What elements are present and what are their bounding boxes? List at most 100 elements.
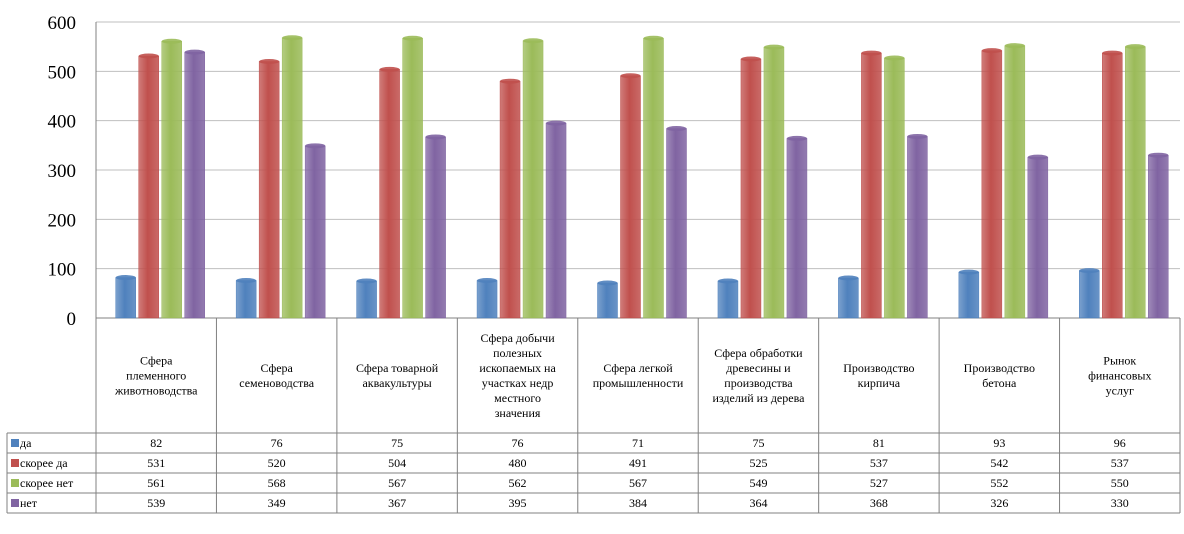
bar-1-7: [838, 277, 859, 319]
table-cell-value: 549: [749, 476, 767, 490]
category-label: Сфера легкой промышленности: [593, 361, 684, 390]
bar-cap: [477, 278, 498, 284]
table-cell-value: 349: [268, 496, 286, 510]
bar-3-5: [643, 38, 664, 319]
table-cell-value: 527: [870, 476, 888, 490]
y-tick-label: 400: [48, 112, 77, 133]
bar-3-8: [1004, 45, 1026, 319]
table-cell-value: 567: [629, 476, 647, 490]
bar-cap: [643, 35, 664, 41]
bar-4-1: [184, 51, 205, 319]
table-cell-value: 75: [752, 436, 764, 450]
data-table: Сфера племенного животноводства Сфера семено…: [6, 318, 1181, 514]
category-label: Сфера добычи полезных ископаемых на участка…: [479, 331, 556, 420]
category-label: Рынок финансовых услуг: [1088, 354, 1151, 398]
bar-cap: [282, 35, 303, 41]
bar-cap: [786, 135, 807, 141]
table-cell-value: 368: [870, 496, 888, 510]
bar-2-9: [1102, 52, 1123, 319]
bar-4-5: [666, 128, 687, 319]
bar-cap: [259, 58, 280, 64]
bar-4-4: [545, 122, 567, 319]
table-cell-value: 76: [512, 436, 524, 450]
bar-cap: [884, 55, 905, 61]
table-cell-value: 71: [632, 436, 644, 450]
bar-1-8: [958, 271, 980, 319]
bar-1-9: [1079, 270, 1100, 319]
bar-cap: [1027, 154, 1048, 160]
bar-3-4: [522, 40, 544, 319]
table-cell-value: 525: [749, 456, 767, 470]
bar-2-4: [499, 80, 521, 319]
bar-4-9: [1148, 154, 1169, 319]
legend-label: скорее нет: [20, 476, 74, 490]
bar-2-5: [620, 75, 641, 319]
table-cell-value: 568: [268, 476, 286, 490]
table-cell-value: 76: [271, 436, 283, 450]
bar-cap: [236, 278, 257, 284]
table-cell-value: 75: [391, 436, 403, 450]
bar-2-8: [981, 50, 1003, 319]
bar-cap: [1102, 50, 1123, 56]
category-label: Сфера товарной аквакультуры: [356, 361, 439, 390]
bar-1-4: [476, 280, 498, 319]
table-cell-value: 561: [147, 476, 165, 490]
table-cell-value: 542: [990, 456, 1008, 470]
legend-label: да: [20, 436, 32, 450]
bar-cap: [1148, 152, 1169, 158]
bar-cap: [740, 56, 761, 62]
bar-cap: [861, 50, 882, 56]
bar-cap: [184, 49, 205, 55]
bar-cap: [597, 280, 618, 286]
legend-key: [11, 439, 19, 447]
table-cell-value: 537: [870, 456, 888, 470]
bar-cap: [666, 126, 687, 132]
bar-cap: [717, 278, 738, 284]
table-cell-value: 562: [509, 476, 527, 490]
bar-cap: [546, 120, 567, 126]
bar-2-3: [379, 69, 400, 319]
bar-1-1: [115, 277, 136, 319]
category-label: Производство бетона: [964, 361, 1035, 390]
table-cell-value: 384: [629, 496, 647, 510]
table-cell-value: 552: [990, 476, 1008, 490]
bar-4-6: [786, 138, 808, 319]
bar-cap: [1004, 43, 1025, 49]
bar-cap: [838, 275, 859, 281]
bar-cap: [425, 134, 446, 140]
bar-3-2: [281, 37, 303, 319]
legend-key: [11, 499, 19, 507]
bar-cap: [981, 48, 1002, 54]
bars: [115, 35, 1169, 319]
bar-cap: [161, 38, 182, 44]
category-label: Сфера семеноводства: [239, 361, 315, 390]
bar-2-7: [861, 52, 882, 319]
bar-3-3: [402, 38, 423, 319]
bar-cap: [379, 66, 400, 72]
bar-3-1: [161, 40, 182, 319]
bar-cap: [402, 35, 423, 41]
bar-cap: [356, 278, 377, 284]
table-cell-value: 395: [509, 496, 527, 510]
bar-cap: [500, 78, 521, 84]
bar-cap: [305, 143, 326, 149]
table-cell-value: 537: [1111, 456, 1129, 470]
table-cell-value: 96: [1114, 436, 1126, 450]
table-cell-value: 491: [629, 456, 647, 470]
y-tick-label: 600: [48, 13, 77, 34]
bar-2-1: [138, 55, 159, 319]
table-cell-value: 326: [990, 496, 1008, 510]
y-tick-label: 200: [48, 210, 77, 231]
bar-3-9: [1125, 46, 1146, 319]
legend-key: [11, 479, 19, 487]
y-tick-label: 300: [48, 161, 77, 182]
bar-4-3: [425, 136, 446, 319]
bar-3-6: [763, 46, 785, 319]
bar-cap: [763, 44, 784, 50]
y-tick-label: 100: [48, 260, 77, 281]
bar-4-2: [304, 145, 326, 319]
legend-key: [11, 459, 19, 467]
bar-cap: [1125, 44, 1146, 50]
bar-cap: [523, 38, 544, 44]
